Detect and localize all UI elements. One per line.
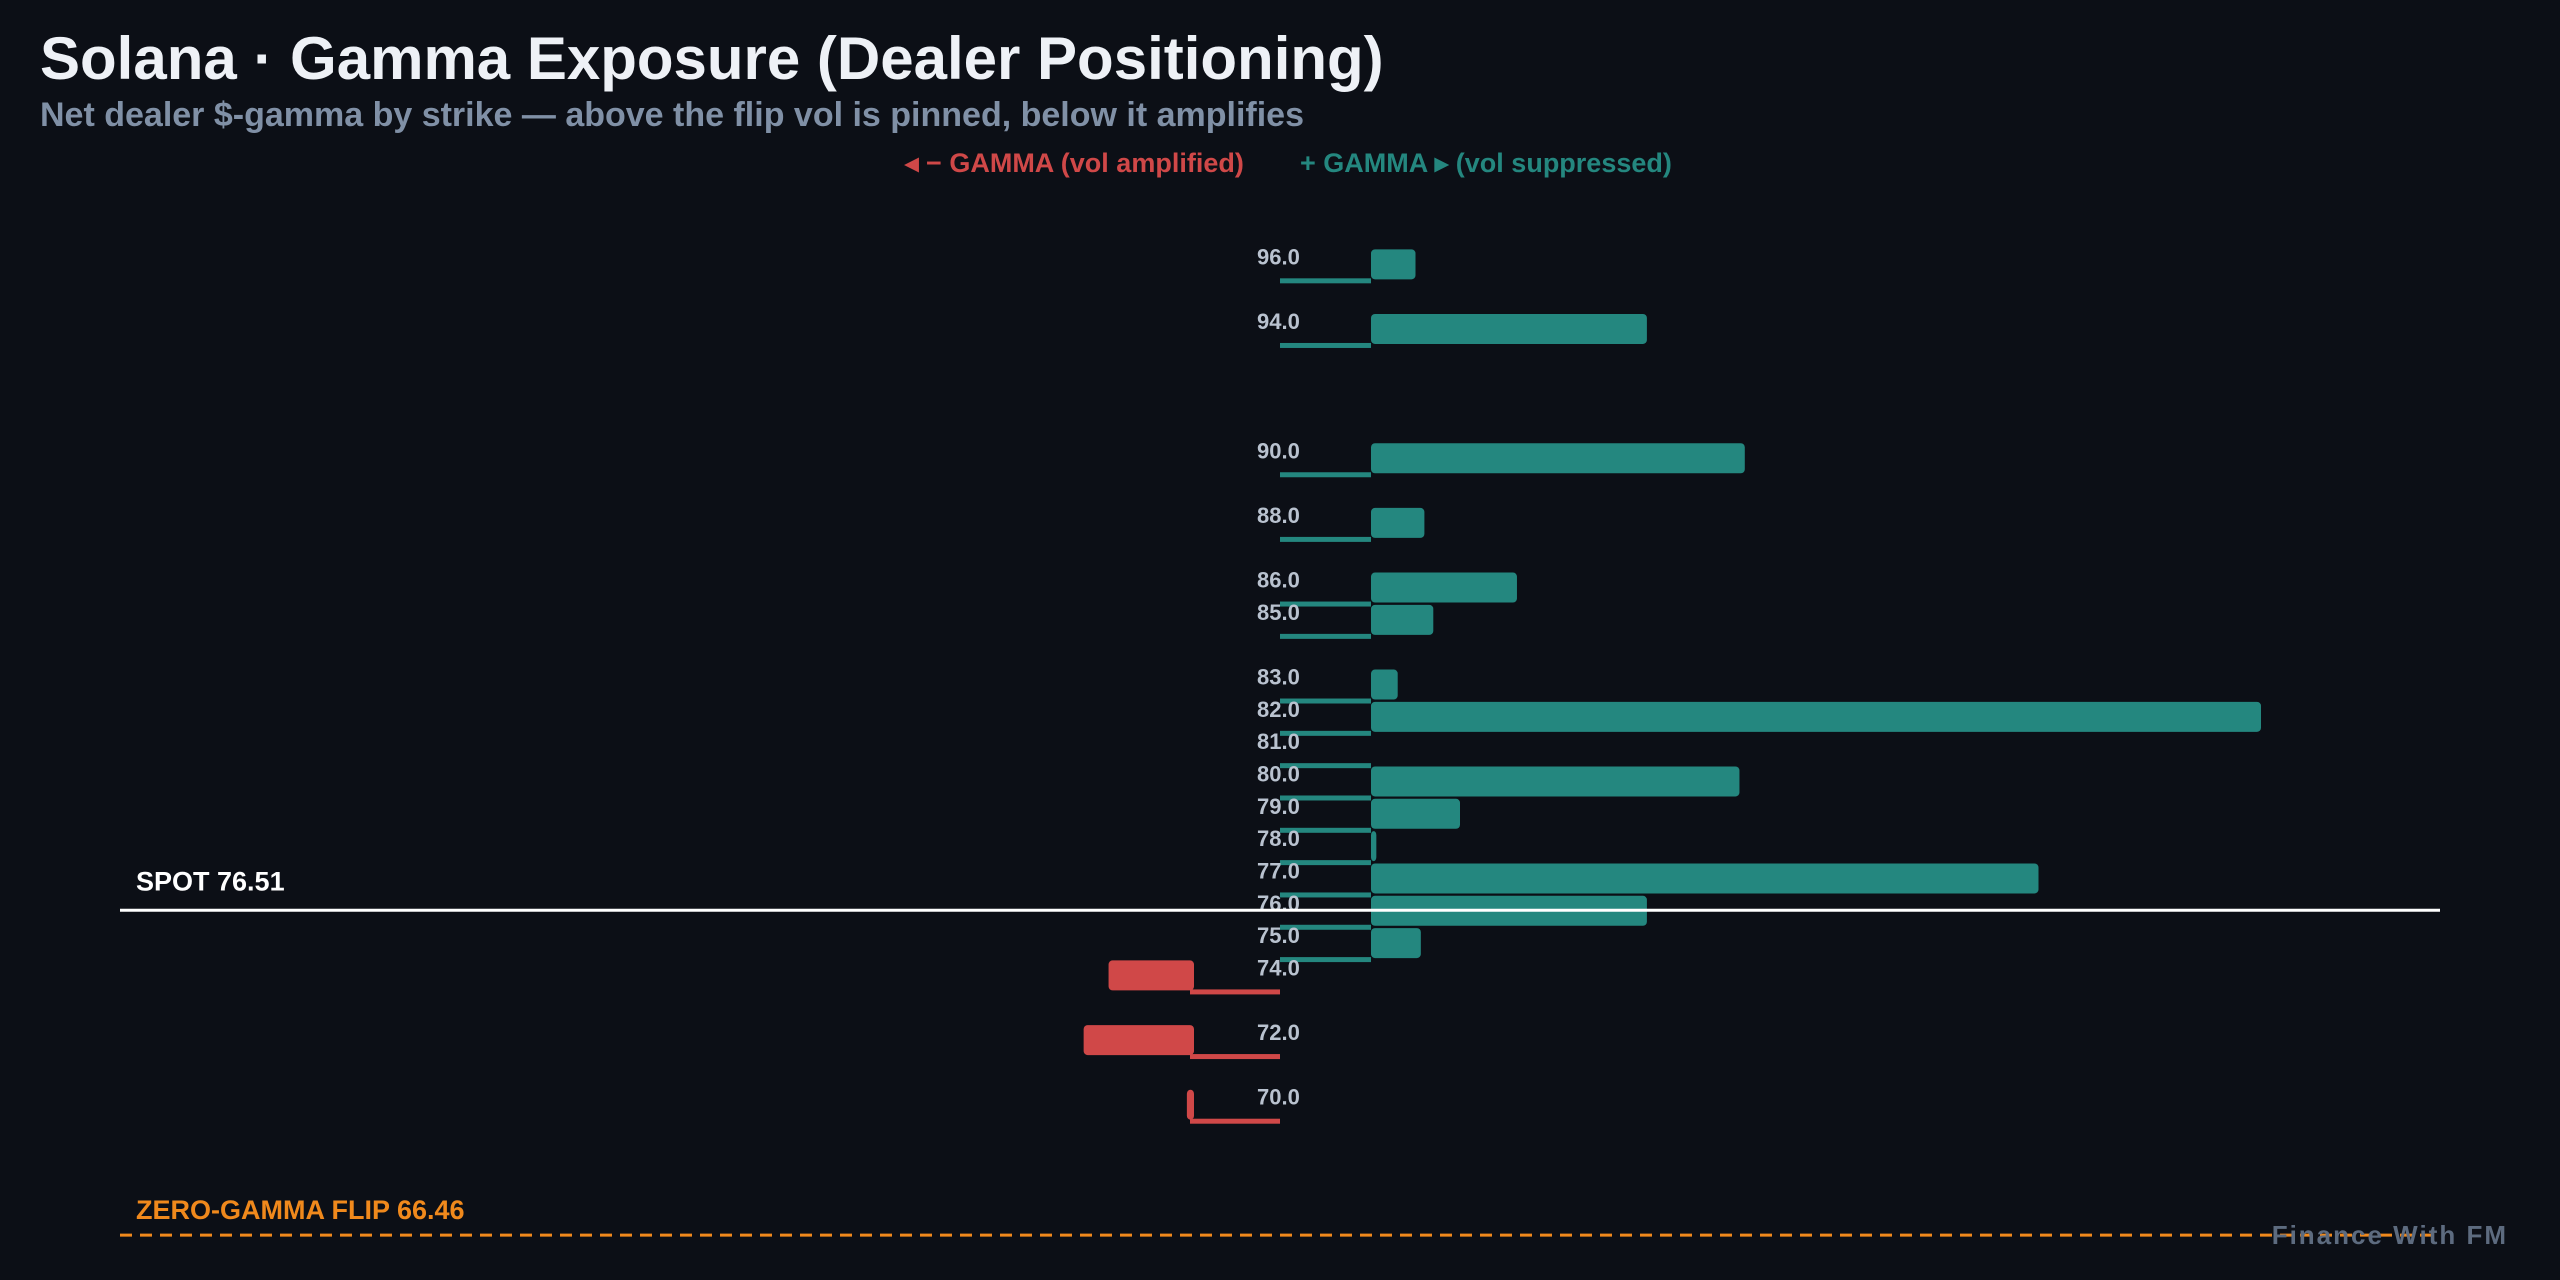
strike-tick bbox=[1190, 1118, 1280, 1124]
strike-tick bbox=[1280, 860, 1371, 866]
strike-tick bbox=[1280, 601, 1371, 607]
strike-tick bbox=[1280, 536, 1371, 542]
gamma-bar bbox=[1083, 1025, 1194, 1056]
gamma-bar bbox=[1371, 766, 1740, 797]
strike-label: 94.0 bbox=[1257, 309, 1300, 334]
strike-label: 76.0 bbox=[1257, 891, 1300, 916]
strike-tick bbox=[1280, 278, 1371, 284]
gamma-bar bbox=[1371, 928, 1421, 959]
strike-label: 77.0 bbox=[1257, 858, 1300, 883]
strike-tick bbox=[1190, 1054, 1280, 1060]
strike-tick bbox=[1280, 957, 1371, 963]
watermark: Finance With FM bbox=[2271, 1220, 2508, 1250]
strike-tick bbox=[1280, 698, 1371, 704]
gamma-bar bbox=[1371, 443, 1745, 474]
gamma-bar bbox=[1371, 313, 1647, 344]
gamma-bar bbox=[1371, 572, 1517, 603]
strike-label: 70.0 bbox=[1257, 1085, 1300, 1110]
strike-label: 88.0 bbox=[1257, 503, 1300, 528]
strike-label: 81.0 bbox=[1257, 729, 1300, 754]
strike-tick bbox=[1280, 827, 1371, 833]
strike-tick bbox=[1280, 924, 1371, 930]
strike-tick bbox=[1280, 892, 1371, 898]
strike-tick bbox=[1280, 763, 1371, 769]
gamma-bar bbox=[1186, 1089, 1194, 1120]
gamma-bar bbox=[1371, 863, 2039, 894]
strike-label: 72.0 bbox=[1257, 1020, 1300, 1045]
strike-label: 78.0 bbox=[1257, 826, 1300, 851]
gamma-bar bbox=[1108, 960, 1194, 991]
gamma-bar bbox=[1371, 701, 2261, 732]
strike-label: 90.0 bbox=[1257, 438, 1300, 463]
strike-tick bbox=[1280, 633, 1371, 639]
chart-subtitle: Net dealer $-gamma by strike — above the… bbox=[40, 96, 1304, 134]
strike-label: 83.0 bbox=[1257, 665, 1300, 690]
strike-label: 74.0 bbox=[1257, 955, 1300, 980]
strike-label: 80.0 bbox=[1257, 761, 1300, 786]
gamma-bar bbox=[1371, 507, 1425, 538]
legend-negative-gamma: ◂ − GAMMA (vol amplified) bbox=[905, 148, 1244, 178]
strike-label: 79.0 bbox=[1257, 794, 1300, 819]
strike-label: 82.0 bbox=[1257, 697, 1300, 722]
strike-tick bbox=[1280, 730, 1371, 736]
gamma-bar bbox=[1371, 831, 1377, 862]
gamma-bar bbox=[1371, 798, 1460, 829]
strike-tick bbox=[1280, 472, 1371, 478]
strike-label: 75.0 bbox=[1257, 923, 1300, 948]
chart-title: Solana · Gamma Exposure (Dealer Position… bbox=[40, 25, 1384, 92]
strike-label: 86.0 bbox=[1257, 568, 1300, 593]
legend-positive-gamma: + GAMMA ▸ (vol suppressed) bbox=[1300, 148, 1672, 178]
strike-tick bbox=[1280, 795, 1371, 801]
gamma-bar bbox=[1371, 249, 1416, 280]
strike-tick bbox=[1280, 342, 1371, 348]
flip-label: ZERO-GAMMA FLIP 66.46 bbox=[136, 1195, 465, 1225]
strike-label: 85.0 bbox=[1257, 600, 1300, 625]
strike-tick bbox=[1190, 989, 1280, 995]
gamma-bar bbox=[1371, 669, 1398, 700]
strike-label: 96.0 bbox=[1257, 244, 1300, 269]
spot-label: SPOT 76.51 bbox=[136, 866, 285, 896]
gamma-bar bbox=[1371, 604, 1434, 635]
